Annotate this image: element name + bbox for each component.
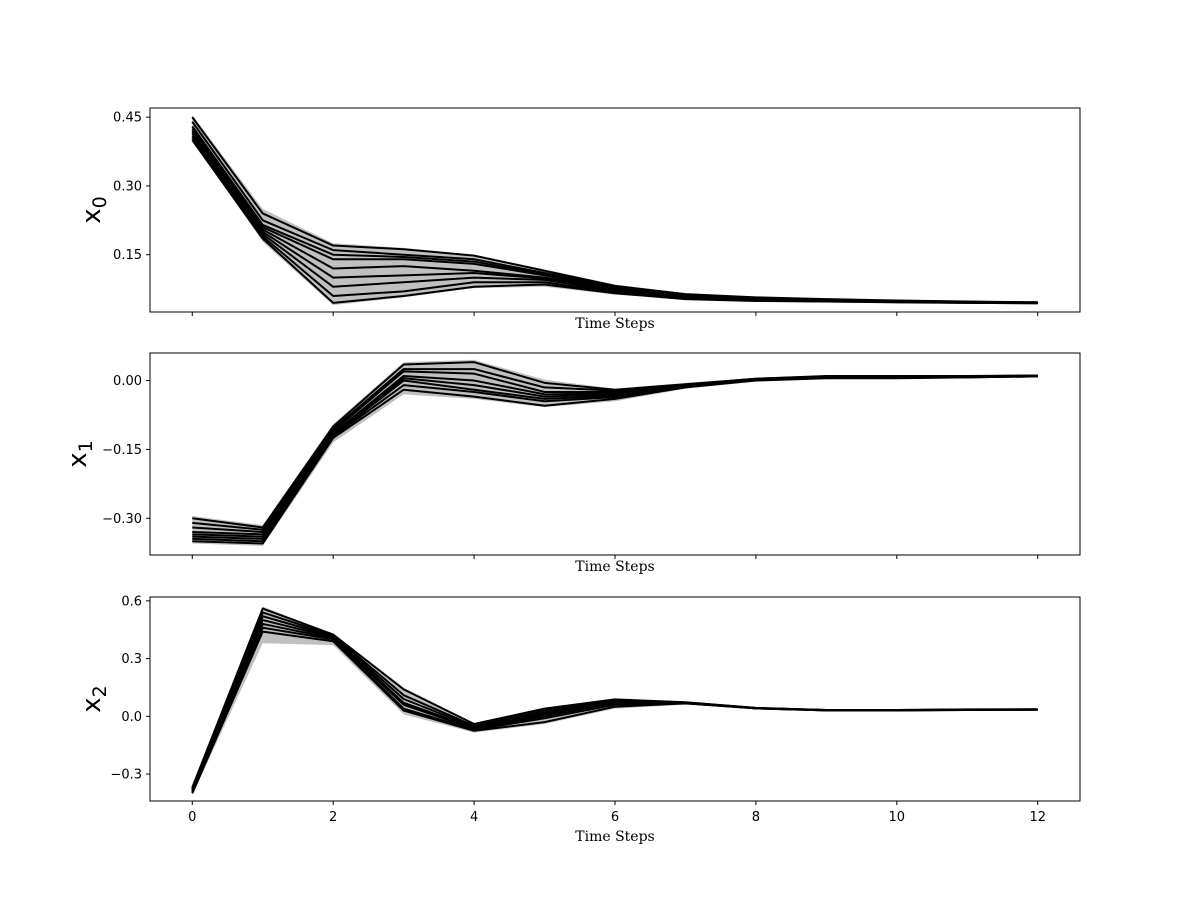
x-tick-label: 4 xyxy=(470,810,478,825)
y-axis-label: x1 xyxy=(63,440,97,467)
y-axis-label-subscript: 0 xyxy=(89,196,111,208)
y-axis-label-base: x xyxy=(77,697,107,712)
y-tick-label: 0.00 xyxy=(113,374,142,389)
y-tick-label: 0.30 xyxy=(113,179,142,194)
y-tick-label: 0.45 xyxy=(113,111,142,126)
y-axis-label: x0 xyxy=(77,196,111,223)
x-tick-label: 6 xyxy=(611,810,619,825)
y-tick-label: 0.6 xyxy=(121,594,142,609)
series-line-7 xyxy=(192,375,1038,545)
y-tick-label: 0.15 xyxy=(113,248,142,263)
panel-x1: −0.30 −0.15 0.00 Time Steps x1 xyxy=(63,352,1081,575)
y-tick-label: −0.3 xyxy=(110,768,142,783)
x-tick-label: 8 xyxy=(752,810,760,825)
x-tick-label: 10 xyxy=(889,810,906,825)
x-tick-label: 2 xyxy=(329,810,337,825)
plot-area xyxy=(191,114,1038,306)
y-tick-label: −0.15 xyxy=(102,443,142,458)
y-tick-label: 0.0 xyxy=(121,710,142,725)
y-tick-label: −0.30 xyxy=(102,512,142,527)
x-tick-label: 0 xyxy=(188,810,196,825)
y-axis-label-base: x xyxy=(77,208,107,223)
plot-area xyxy=(192,359,1038,546)
axes-frame xyxy=(149,107,1081,313)
plot-area xyxy=(191,606,1038,796)
y-axis-label-base: x xyxy=(63,452,93,467)
x-axis-label: Time Steps xyxy=(575,559,654,575)
x-axis-label: Time Steps xyxy=(575,829,654,845)
y-axis-label: x2 xyxy=(77,685,111,712)
axes-frame xyxy=(149,352,1081,556)
series-line-6 xyxy=(191,630,1038,794)
x-tick-label: 12 xyxy=(1029,810,1046,825)
y-axis-label-subscript: 1 xyxy=(75,440,97,452)
x-axis-label: Time Steps xyxy=(575,316,654,332)
series-line-8 xyxy=(191,139,1038,305)
panel-x0: 0.15 0.30 0.45 Time Steps x0 xyxy=(77,107,1081,332)
y-tick-label: 0.3 xyxy=(121,652,142,667)
y-axis-label-subscript: 2 xyxy=(89,685,111,697)
